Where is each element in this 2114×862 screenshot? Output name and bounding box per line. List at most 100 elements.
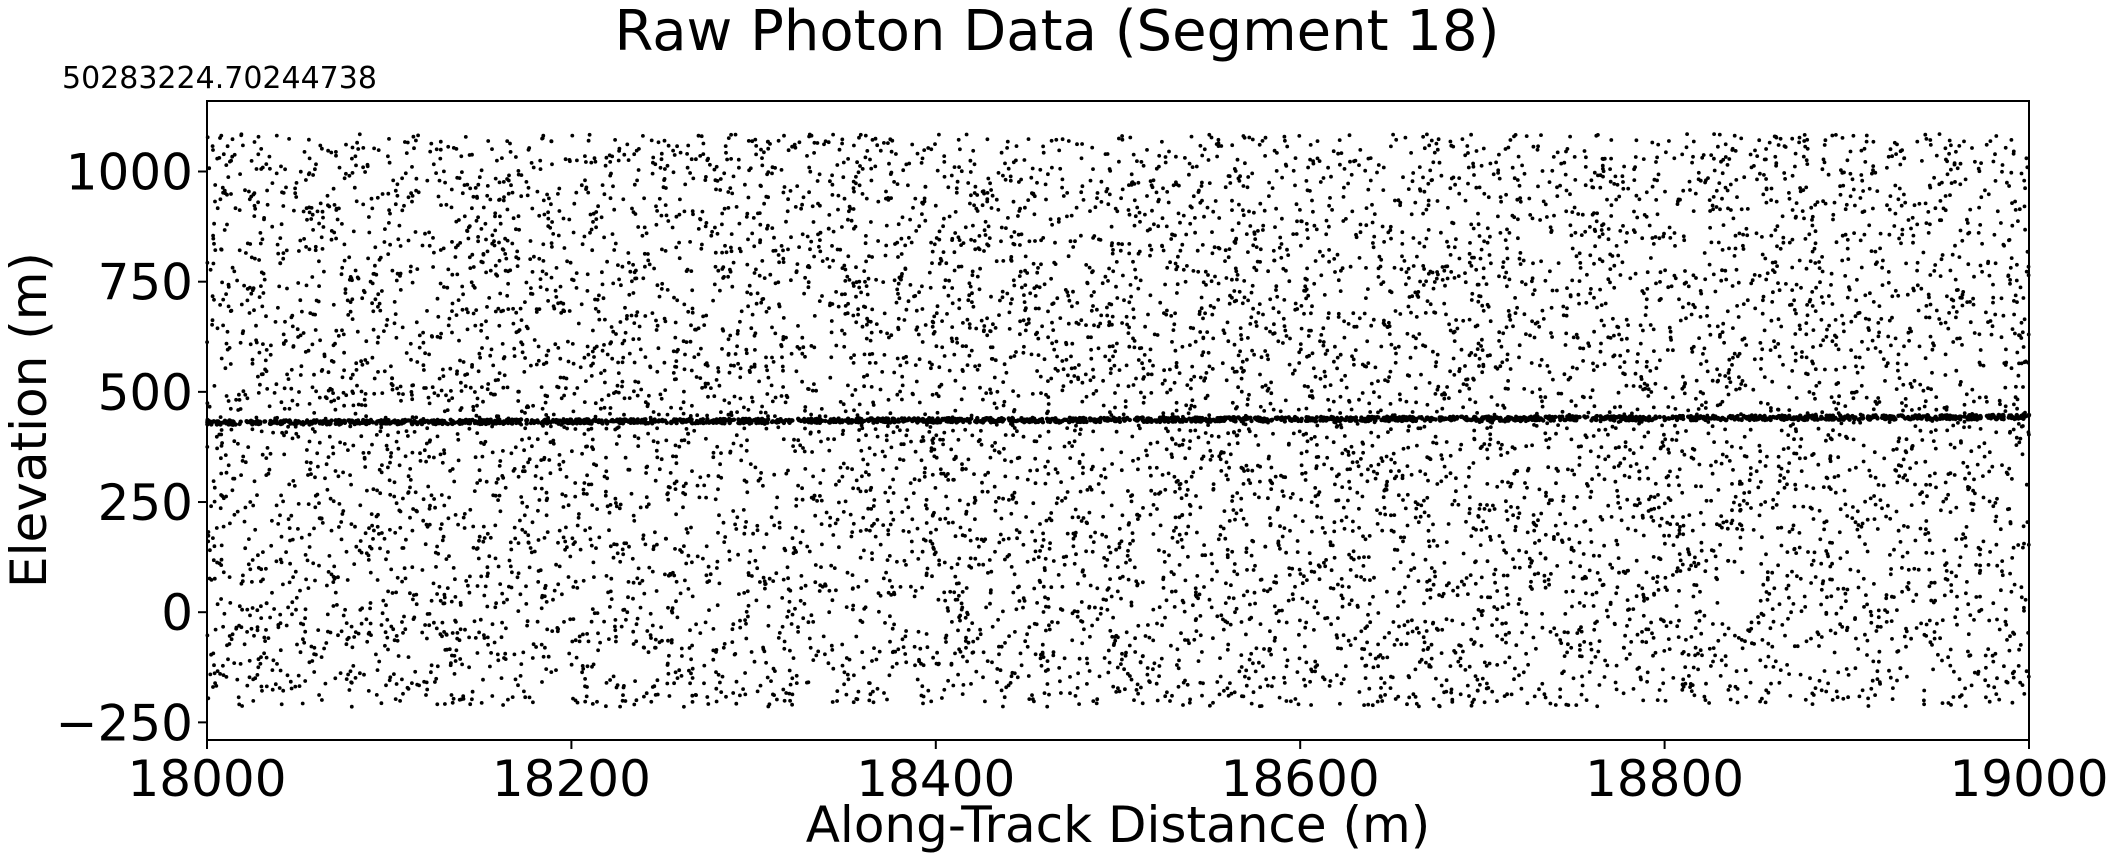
photon-point xyxy=(1702,346,1707,351)
photon-point xyxy=(600,397,604,402)
photon-point xyxy=(1916,567,1921,572)
photon-point xyxy=(281,582,285,587)
photon-point xyxy=(851,603,856,608)
photon-point xyxy=(1906,581,1911,585)
photon-point xyxy=(362,672,366,677)
photon-point xyxy=(1454,237,1458,242)
photon-point xyxy=(749,326,754,331)
photon-point xyxy=(294,431,299,436)
photon-point xyxy=(1135,205,1140,210)
photon-point xyxy=(602,192,607,197)
photon-point xyxy=(1012,572,1017,577)
photon-point xyxy=(544,272,549,276)
photon-point xyxy=(1173,261,1178,266)
photon-point xyxy=(962,386,967,390)
photon-point xyxy=(646,431,650,436)
photon-point xyxy=(1341,505,1346,510)
photon-point xyxy=(902,318,907,322)
photon-point xyxy=(1910,215,1915,220)
photon-point xyxy=(1775,224,1780,229)
photon-point xyxy=(1107,344,1112,349)
photon-point xyxy=(1477,185,1482,190)
photon-point xyxy=(595,507,599,511)
photon-point xyxy=(1948,647,1953,652)
photon-point xyxy=(382,369,387,374)
photon-point xyxy=(1635,632,1640,637)
photon-point xyxy=(1033,652,1038,657)
photon-point xyxy=(453,659,458,663)
photon-point xyxy=(1099,606,1104,611)
photon-point xyxy=(1203,269,1208,274)
photon-point xyxy=(395,271,400,276)
photon-point xyxy=(348,424,353,429)
photon-point xyxy=(247,658,252,663)
photon-point xyxy=(1851,396,1856,401)
photon-point xyxy=(1099,200,1104,204)
photon-point xyxy=(570,133,575,138)
photon-point xyxy=(1187,700,1192,705)
photon-point xyxy=(1575,335,1580,340)
photon-point xyxy=(663,388,668,392)
photon-point xyxy=(1033,481,1038,486)
photon-point xyxy=(929,147,934,152)
photon-point xyxy=(1760,311,1765,316)
photon-point xyxy=(733,352,738,356)
photon-point xyxy=(1724,385,1729,389)
photon-point xyxy=(556,346,561,350)
photon-point xyxy=(1485,456,1490,461)
photon-point xyxy=(684,561,689,566)
photon-point xyxy=(1332,555,1337,560)
photon-point xyxy=(1363,537,1368,542)
photon-point xyxy=(1608,562,1613,567)
photon-point xyxy=(1958,228,1963,233)
photon-point xyxy=(727,401,732,405)
photon-point xyxy=(347,173,352,178)
photon-point xyxy=(425,636,429,641)
photon-point xyxy=(1046,395,1051,399)
photon-point xyxy=(1509,692,1514,697)
photon-point xyxy=(326,570,331,574)
photon-point xyxy=(1807,299,1812,304)
photon-point xyxy=(586,639,591,644)
photon-point xyxy=(1672,156,1677,161)
photon-point xyxy=(904,307,909,312)
photon-point xyxy=(1481,146,1486,151)
photon-point xyxy=(1777,354,1782,359)
photon-point xyxy=(289,367,294,372)
photon-point xyxy=(1939,508,1943,513)
photon-point xyxy=(1637,197,1642,202)
photon-point xyxy=(224,470,229,475)
photon-point xyxy=(1760,347,1765,352)
photon-point xyxy=(1716,144,1720,149)
photon-point xyxy=(1258,404,1263,409)
photon-point xyxy=(408,591,412,596)
photon-point xyxy=(1141,366,1146,371)
photon-point xyxy=(1306,334,1311,338)
photon-point xyxy=(1198,614,1203,618)
photon-point xyxy=(1253,433,1258,438)
photon-point xyxy=(878,148,883,153)
photon-point xyxy=(1376,379,1380,383)
photon-point xyxy=(1820,269,1825,274)
photon-point xyxy=(333,676,338,681)
photon-point xyxy=(690,288,695,293)
photon-point xyxy=(1408,355,1413,360)
photon-point xyxy=(1066,293,1071,298)
photon-point xyxy=(1040,651,1045,656)
photon-point xyxy=(434,147,439,152)
photon-point xyxy=(1442,396,1447,401)
photon-point xyxy=(1447,581,1451,585)
photon-point xyxy=(1203,376,1208,381)
photon-point xyxy=(523,426,528,431)
photon-point xyxy=(282,386,287,391)
photon-point xyxy=(226,175,231,180)
photon-point xyxy=(1316,563,1321,568)
photon-point xyxy=(1498,195,1503,200)
photon-point xyxy=(1536,518,1540,523)
photon-point xyxy=(788,648,792,653)
photon-point xyxy=(529,161,534,165)
photon-point xyxy=(1228,293,1232,298)
photon-point xyxy=(2009,138,2014,142)
photon-point xyxy=(643,314,648,318)
photon-point xyxy=(524,280,529,285)
